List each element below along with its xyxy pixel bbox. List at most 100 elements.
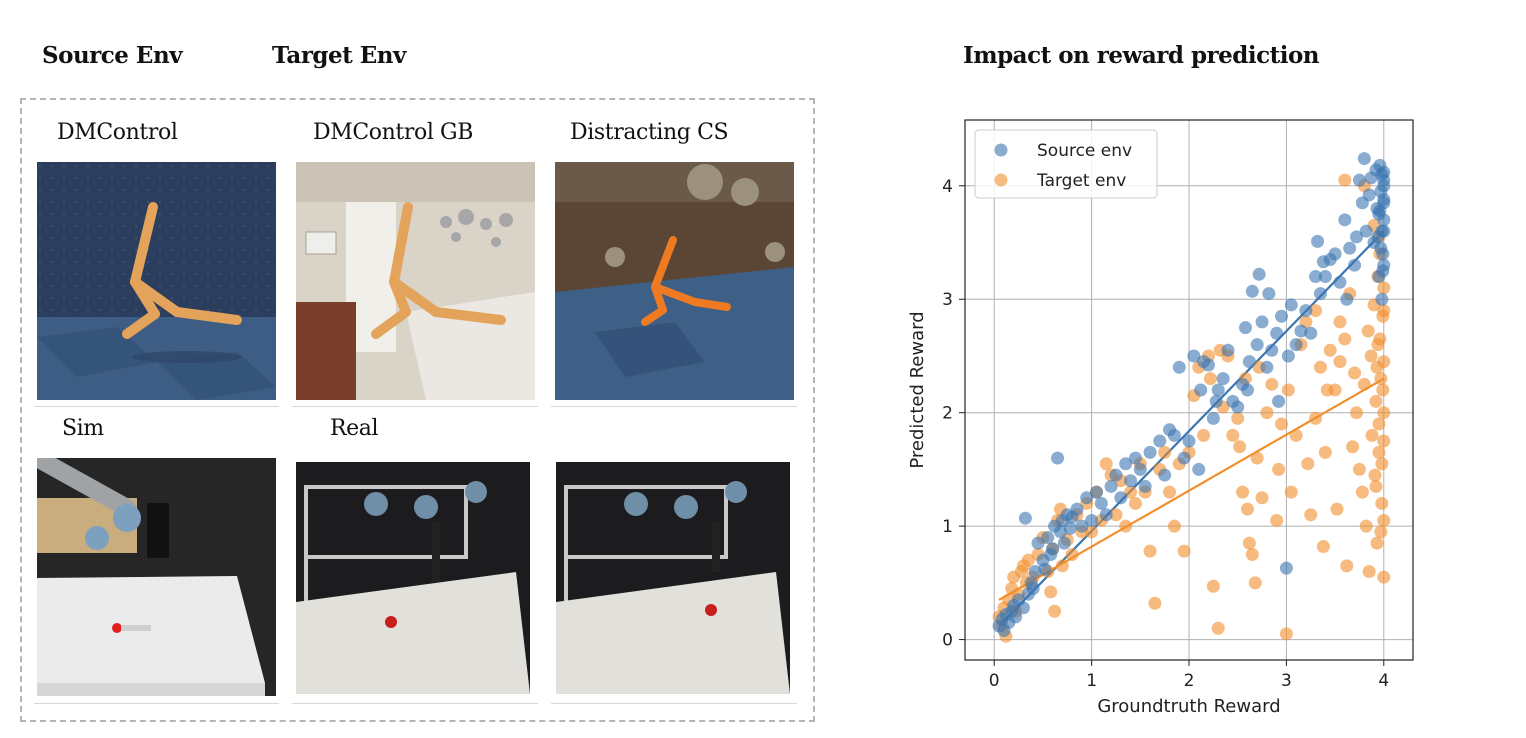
scatter-point <box>1275 417 1289 431</box>
scatter-point <box>1255 491 1269 505</box>
scatter-point <box>1250 451 1264 465</box>
scatter-point <box>1192 462 1206 476</box>
scatter-point <box>1270 513 1284 527</box>
scatter-point <box>1197 428 1211 442</box>
scatter-point <box>1119 457 1133 471</box>
scatter-point <box>1233 440 1247 454</box>
scatter-point <box>1340 292 1354 306</box>
scatter-point <box>1133 462 1147 476</box>
scatter-point <box>1365 428 1379 442</box>
scatter-point <box>1085 525 1099 539</box>
scatter-point <box>1362 188 1376 202</box>
scatter-point <box>1124 485 1138 499</box>
scatter-point <box>1348 366 1362 380</box>
scatter-point <box>1301 457 1315 471</box>
scatter-point <box>1313 360 1327 374</box>
y-tick-label: 4 <box>942 177 953 197</box>
scatter-point <box>1375 457 1389 471</box>
scatter-point <box>1119 519 1133 533</box>
scatter-point <box>1309 304 1323 318</box>
x-tick-label: 0 <box>989 671 1000 691</box>
scatter-point <box>1377 258 1391 272</box>
scatter-point <box>1016 601 1030 615</box>
scatter-point <box>1372 270 1386 284</box>
y-tick-label: 1 <box>942 517 953 537</box>
scatter-point <box>1265 377 1279 391</box>
distracting-cs-walker-image <box>555 162 794 400</box>
y-axis-label: Predicted Reward <box>907 311 928 468</box>
scatter-point <box>1211 383 1225 397</box>
legend-marker <box>994 173 1008 187</box>
legend-box <box>974 129 1158 199</box>
scatter-point <box>1055 559 1069 573</box>
scatter-point <box>1201 358 1215 372</box>
scatter-point <box>1309 411 1323 425</box>
scatter-point <box>1279 561 1293 575</box>
scatter-point <box>1187 349 1201 363</box>
scatter-point <box>1094 496 1108 510</box>
scatter-point <box>1028 565 1042 579</box>
scatter-point <box>1194 383 1208 397</box>
scatter-point <box>1138 479 1152 493</box>
scatter-point <box>1350 406 1364 420</box>
scatter-point <box>1260 360 1274 374</box>
scatter-point <box>1216 372 1230 386</box>
legend-label: Target env <box>1036 171 1126 191</box>
chart-legend: Source env Target env <box>974 129 1158 199</box>
scatter-point <box>1338 332 1352 346</box>
axis-ticks: 0 1 2 3 4 0 1 2 3 4 <box>942 177 1389 691</box>
panel-label-dmcontrol-gb: DMControl GB <box>313 120 473 145</box>
scatter-point <box>1330 502 1344 516</box>
scatter-point <box>1370 536 1384 550</box>
environment-panels-frame <box>20 98 815 722</box>
scatter-point <box>1238 321 1252 335</box>
scatter-point <box>1063 521 1077 535</box>
scatter-point <box>1099 508 1113 522</box>
panel-label-distracting-cs: Distracting CS <box>570 120 729 145</box>
scatter-point <box>1338 173 1352 187</box>
scatter-point <box>1026 582 1040 596</box>
scatter-point <box>1377 570 1391 584</box>
scatter-point <box>1340 559 1354 573</box>
scatter-point <box>1272 462 1286 476</box>
panel-label-dmcontrol: DMControl <box>57 120 178 145</box>
scatter-point <box>1376 247 1390 261</box>
scatter-point <box>1357 152 1371 166</box>
scatter-point <box>1284 298 1298 312</box>
row-separator <box>551 703 797 704</box>
scatter-point <box>1057 536 1071 550</box>
scatter-point <box>1373 332 1387 346</box>
panel-label-sim: Sim <box>62 416 104 441</box>
scatter-point <box>1044 585 1058 599</box>
scatter-point <box>1376 383 1390 397</box>
scatter-point <box>1075 519 1089 533</box>
scatter-point <box>1281 349 1295 363</box>
scatter-point <box>1359 224 1373 238</box>
scatter-point <box>1377 304 1391 318</box>
dmcontrol-gb-walker-image <box>296 162 535 400</box>
scatter-point <box>1304 508 1318 522</box>
scatter-point <box>1284 485 1298 499</box>
scatter-point <box>1252 267 1266 281</box>
scatter-point <box>1309 270 1323 284</box>
scatter-point <box>1372 445 1386 459</box>
scatter-point <box>1377 196 1391 210</box>
scatter-point <box>1182 434 1196 448</box>
scatter-point <box>1320 383 1334 397</box>
scatter-point <box>1206 579 1220 593</box>
scatter-point <box>1364 349 1378 363</box>
y-tick-label: 3 <box>942 290 953 310</box>
scatter-point <box>1046 542 1060 556</box>
scatter-point <box>1203 372 1217 386</box>
scatter-point <box>1163 485 1177 499</box>
scatter-point <box>1177 451 1191 465</box>
scatter-point <box>1369 479 1383 493</box>
scatter-point <box>1294 324 1308 338</box>
scatter-point <box>1328 247 1342 261</box>
scatter-point <box>1206 411 1220 425</box>
scatter-point <box>1065 547 1079 561</box>
scatter-point <box>1377 406 1391 420</box>
scatter-point <box>1143 544 1157 558</box>
y-tick-label: 2 <box>942 404 953 424</box>
scatter-point <box>1362 565 1376 579</box>
